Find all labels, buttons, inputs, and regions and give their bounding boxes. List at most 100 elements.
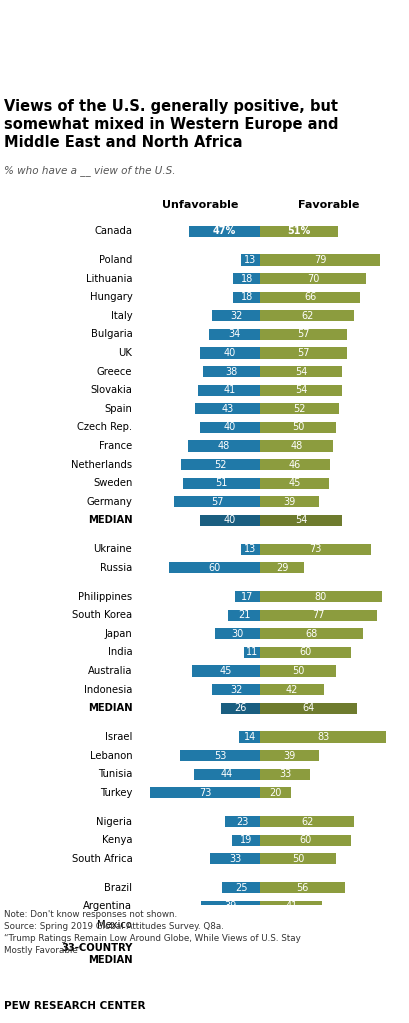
Bar xyxy=(260,225,337,236)
Text: Czech Rep.: Czech Rep. xyxy=(77,422,133,433)
Text: Lebanon: Lebanon xyxy=(90,751,133,761)
Text: Poland: Poland xyxy=(99,255,133,265)
Bar xyxy=(240,255,260,266)
Text: Israel: Israel xyxy=(105,732,133,742)
Text: Kenya: Kenya xyxy=(102,835,133,845)
Text: 54: 54 xyxy=(295,385,308,395)
Bar xyxy=(233,273,260,284)
Text: 34: 34 xyxy=(228,329,240,340)
Text: 26: 26 xyxy=(234,703,247,713)
Bar xyxy=(260,948,342,960)
Text: Unfavorable: Unfavorable xyxy=(162,199,238,210)
Text: 52: 52 xyxy=(215,459,227,470)
Text: 54: 54 xyxy=(295,516,308,526)
Bar xyxy=(222,882,260,893)
Text: Greece: Greece xyxy=(97,366,133,376)
Text: 57: 57 xyxy=(297,329,310,340)
Text: 52: 52 xyxy=(294,404,306,413)
Text: 83: 83 xyxy=(317,732,329,742)
Text: MEDIAN: MEDIAN xyxy=(88,516,133,526)
Text: 29: 29 xyxy=(276,563,288,573)
Text: Note: Don't know responses not shown.
Source: Spring 2019 Global Attitudes Surve: Note: Don't know responses not shown. So… xyxy=(4,910,301,954)
Text: 44: 44 xyxy=(221,769,233,780)
Bar xyxy=(244,647,260,658)
Text: Mexico: Mexico xyxy=(97,920,133,930)
Bar xyxy=(260,788,291,798)
Text: Spain: Spain xyxy=(104,404,133,413)
Text: 33-COUNTRY
MEDIAN: 33-COUNTRY MEDIAN xyxy=(61,943,133,965)
Text: 21: 21 xyxy=(238,610,251,620)
Text: 54: 54 xyxy=(295,366,308,376)
Bar xyxy=(210,853,260,864)
Text: PEW RESEARCH CENTER: PEW RESEARCH CENTER xyxy=(4,1000,146,1011)
Text: MEDIAN: MEDIAN xyxy=(88,703,133,713)
Text: 56: 56 xyxy=(297,883,309,893)
Bar xyxy=(260,703,357,714)
Bar xyxy=(180,750,260,761)
Bar xyxy=(201,900,260,911)
Bar xyxy=(195,403,260,414)
Bar xyxy=(240,543,260,554)
Bar xyxy=(225,816,260,828)
Bar xyxy=(260,348,347,358)
Text: 54: 54 xyxy=(295,948,308,959)
Text: 13: 13 xyxy=(244,544,256,554)
Text: 14: 14 xyxy=(244,732,256,742)
Text: Canada: Canada xyxy=(94,226,133,236)
Text: 50: 50 xyxy=(292,666,304,676)
Bar xyxy=(192,665,260,676)
Text: 60: 60 xyxy=(300,835,312,845)
Bar xyxy=(260,459,330,471)
Text: 40: 40 xyxy=(224,348,236,358)
Bar xyxy=(260,610,377,621)
Text: South Africa: South Africa xyxy=(72,854,133,863)
Text: Philippines: Philippines xyxy=(78,591,133,602)
Text: Lithuania: Lithuania xyxy=(86,273,133,283)
Bar xyxy=(260,768,310,780)
Bar xyxy=(200,348,260,358)
Text: 13: 13 xyxy=(244,255,256,265)
Text: Germany: Germany xyxy=(86,497,133,506)
Text: UK: UK xyxy=(119,348,133,358)
Text: 38: 38 xyxy=(225,366,238,376)
Bar xyxy=(200,421,260,433)
Text: 41: 41 xyxy=(285,901,297,911)
Text: 39: 39 xyxy=(284,497,296,506)
Bar xyxy=(260,273,366,284)
Bar xyxy=(260,310,354,321)
Text: 60: 60 xyxy=(209,563,221,573)
Bar xyxy=(260,328,347,340)
Bar xyxy=(260,496,319,507)
Bar xyxy=(260,440,333,451)
Bar xyxy=(260,731,386,743)
Text: 47%: 47% xyxy=(213,226,236,236)
Text: India: India xyxy=(108,648,133,658)
Bar xyxy=(260,591,382,603)
Bar xyxy=(203,948,260,960)
Bar xyxy=(260,835,351,846)
Bar xyxy=(260,628,363,639)
Bar xyxy=(260,292,360,303)
Text: 62: 62 xyxy=(301,816,313,827)
Text: 42: 42 xyxy=(286,684,298,695)
Text: 45: 45 xyxy=(288,478,301,488)
Text: 79: 79 xyxy=(314,255,326,265)
Text: 62: 62 xyxy=(301,311,313,321)
Bar xyxy=(260,920,315,931)
Text: 51: 51 xyxy=(216,478,228,488)
Bar xyxy=(260,543,371,554)
Text: 17: 17 xyxy=(241,591,254,602)
Bar xyxy=(233,292,260,303)
Bar xyxy=(260,403,339,414)
Text: Russia: Russia xyxy=(100,563,133,573)
Text: 68: 68 xyxy=(306,629,318,638)
Bar xyxy=(260,816,354,828)
Text: 45: 45 xyxy=(220,666,232,676)
Bar xyxy=(177,920,260,931)
Text: Views of the U.S. generally positive, but
somewhat mixed in Western Europe and
M: Views of the U.S. generally positive, bu… xyxy=(4,99,339,150)
Text: Ukraine: Ukraine xyxy=(94,544,133,554)
Text: 48: 48 xyxy=(218,441,230,451)
Text: 70: 70 xyxy=(307,273,319,283)
Text: 64: 64 xyxy=(303,703,315,713)
Text: Netherlands: Netherlands xyxy=(71,459,133,470)
